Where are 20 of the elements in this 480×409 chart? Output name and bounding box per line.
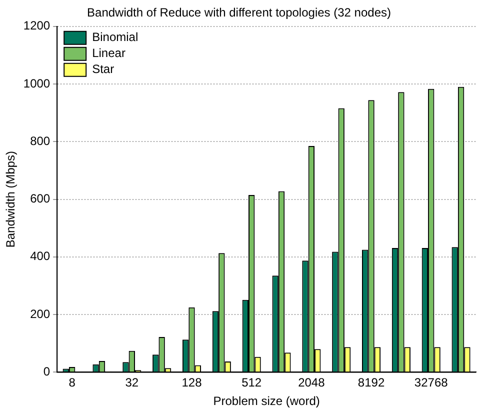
legend-label: Linear: [92, 46, 126, 60]
y-tick-label: 400: [30, 249, 50, 264]
y-tick-label: 200: [30, 306, 50, 321]
chart-title: Bandwidth of Reduce with different topologies (32 nodes): [87, 6, 391, 20]
legend-label: Star: [92, 62, 114, 76]
x-tick-label: 512: [242, 376, 262, 390]
x-tick-label: 8192: [358, 376, 385, 390]
y-tick-label: 1200: [23, 18, 50, 33]
x-tick-label: 32: [125, 376, 139, 390]
legend-label: Binomial: [92, 30, 138, 44]
x-tick-label: 128: [182, 376, 202, 390]
y-tick-label: 1000: [23, 76, 50, 90]
y-tick-label: 0: [43, 364, 50, 379]
x-tick-label: 8: [68, 376, 76, 390]
x-tick-label: 32768: [414, 376, 448, 390]
y-tick-label: 800: [30, 134, 50, 148]
y-axis-title: Bandwidth (Mbps): [4, 150, 18, 248]
y-tick-label: 600: [30, 192, 50, 206]
x-tick-label: 2048: [298, 376, 326, 390]
x-axis-title: Problem size (word): [213, 394, 320, 408]
